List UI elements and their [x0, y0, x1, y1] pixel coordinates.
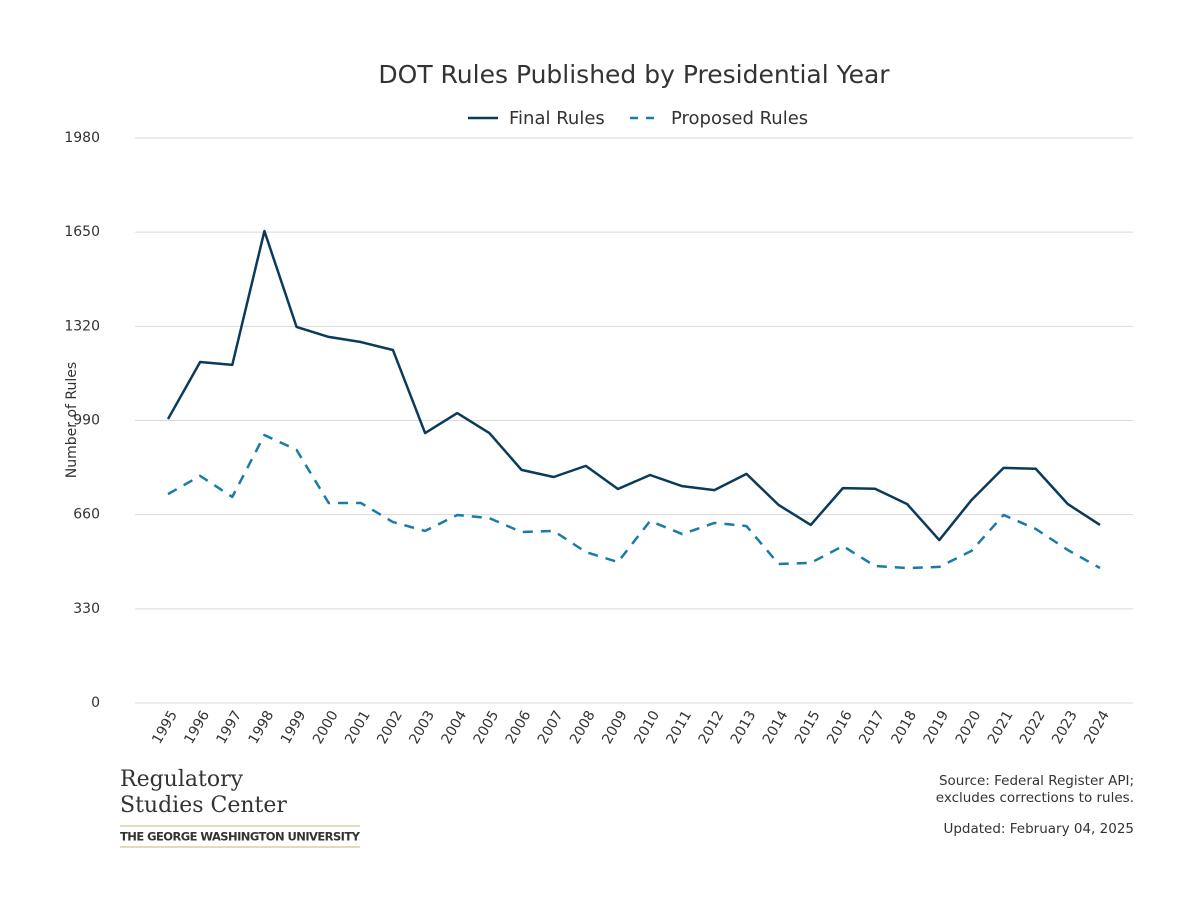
x-tick-label: 2014: [760, 708, 792, 747]
x-tick-label: 2010: [631, 708, 663, 747]
x-tick-label: 2015: [792, 708, 824, 747]
legend-label: Final Rules: [509, 108, 605, 129]
x-tick-label: 2013: [728, 708, 760, 747]
y-tick-label: 1320: [64, 318, 100, 334]
x-tick-label: 2021: [985, 708, 1017, 747]
x-tick-label: 2018: [888, 708, 920, 747]
series-line: [166, 229, 1101, 542]
y-tick-label: 1980: [64, 130, 100, 146]
x-tick-label: 2001: [342, 708, 374, 747]
x-tick-label: 1995: [149, 708, 181, 747]
x-tick-label: 2003: [406, 708, 438, 747]
y-tick-label: 330: [73, 601, 100, 617]
x-tick-label: 1997: [214, 708, 246, 747]
x-tick-label: 2012: [696, 708, 728, 747]
source-note: Source: Federal Register API;: [939, 773, 1134, 789]
logo-line: Regulatory: [120, 767, 244, 792]
logo-line: Studies Center: [120, 793, 287, 818]
x-tick-label: 2011: [663, 708, 695, 747]
chart-title: DOT Rules Published by Presidential Year: [378, 60, 890, 89]
y-tick-label: 0: [91, 695, 100, 711]
x-tick-label: 2020: [953, 708, 985, 747]
x-tick-label: 1999: [278, 708, 310, 747]
x-tick-label: 2016: [824, 708, 856, 747]
legend-label: Proposed Rules: [671, 108, 808, 129]
x-tick-label: 2004: [438, 708, 470, 747]
x-tick-label: 2024: [1081, 708, 1113, 747]
updated-note: Updated: February 04, 2025: [943, 821, 1134, 837]
logo-university: THE GEORGE WASHINGTON UNIVERSITY: [120, 830, 361, 844]
y-tick-label: 1650: [64, 224, 100, 240]
source-note: excludes corrections to rules.: [936, 790, 1134, 806]
y-tick-label: 990: [73, 413, 100, 429]
y-tick-label: 660: [73, 507, 100, 523]
x-tick-label: 2008: [567, 708, 599, 747]
x-tick-label: 1996: [181, 708, 213, 747]
x-tick-label: 2006: [503, 708, 535, 747]
x-tick-label: 1998: [246, 708, 278, 747]
x-tick-label: 2022: [1017, 708, 1049, 747]
x-tick-label: 2023: [1049, 708, 1081, 747]
x-tick-label: 2017: [856, 708, 888, 747]
series-line: [167, 433, 1101, 570]
x-tick-label: 2000: [310, 708, 342, 747]
x-tick-label: 2019: [921, 708, 953, 747]
x-tick-label: 2007: [535, 708, 567, 747]
x-tick-label: 2005: [471, 708, 503, 747]
x-tick-label: 2009: [599, 708, 631, 747]
y-axis-title: Number of Rules: [64, 362, 80, 478]
x-tick-label: 2002: [374, 708, 406, 747]
